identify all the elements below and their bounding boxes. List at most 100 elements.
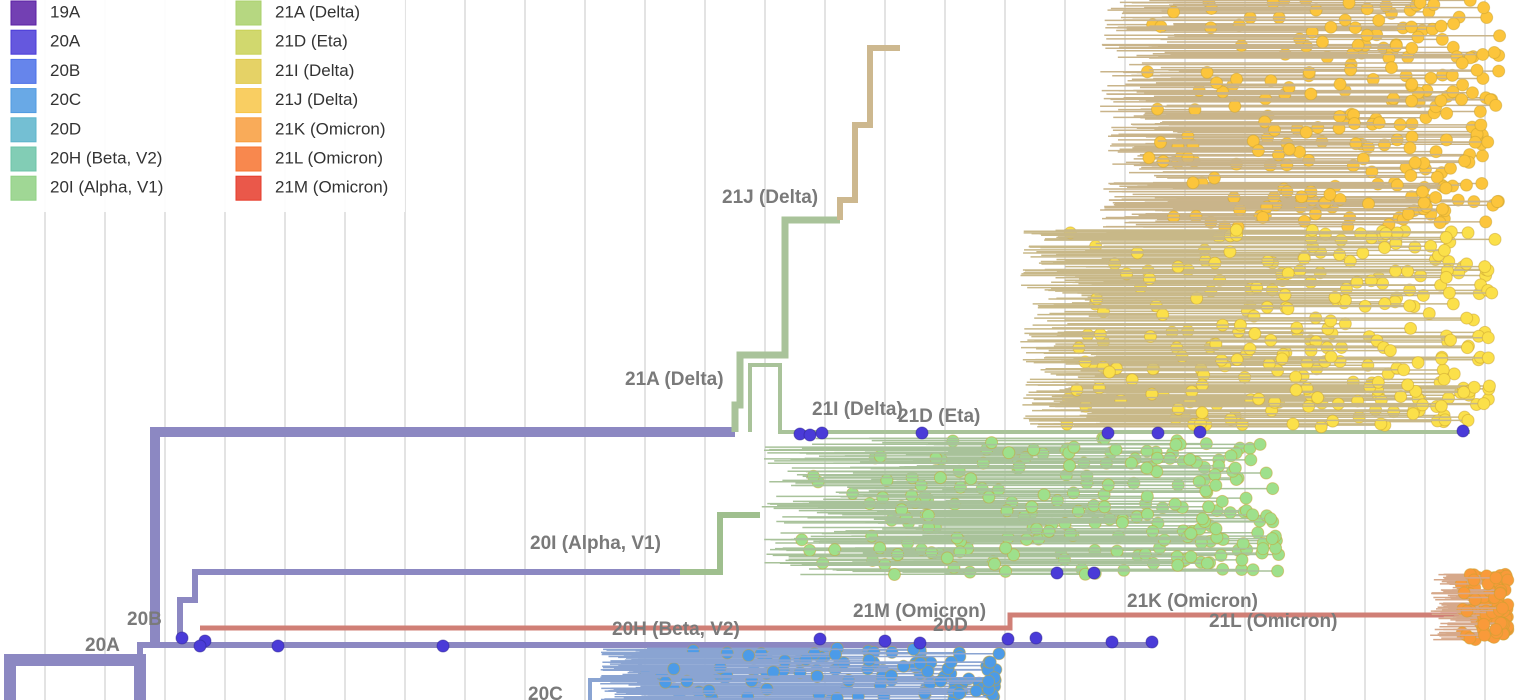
- tip: [1477, 397, 1491, 411]
- tip: [193, 639, 207, 653]
- tip: [884, 669, 898, 683]
- tip: [1442, 286, 1456, 300]
- tip: [803, 428, 817, 442]
- tip: [1413, 0, 1427, 10]
- tip: [1260, 300, 1274, 314]
- tip: [1297, 252, 1311, 266]
- tip: [1463, 0, 1477, 7]
- tip: [1429, 191, 1443, 205]
- tip: [1362, 197, 1376, 211]
- tip: [1101, 426, 1115, 440]
- tip: [1434, 19, 1448, 33]
- tip: [1224, 449, 1238, 463]
- tip: [1141, 507, 1155, 521]
- tip: [1140, 461, 1154, 475]
- tip: [925, 546, 939, 560]
- legend-swatch: [235, 88, 262, 114]
- tip: [1153, 135, 1167, 149]
- legend-label: 20H (Beta, V2): [50, 148, 162, 167]
- legend-swatch: [235, 146, 262, 172]
- tip: [969, 684, 983, 698]
- tip: [1209, 478, 1223, 492]
- tip: [1186, 176, 1200, 190]
- tip: [1406, 407, 1420, 421]
- tip: [1451, 193, 1465, 207]
- clade-label: 21D (Eta): [898, 406, 980, 427]
- tip: [1489, 571, 1503, 585]
- tip: [1334, 233, 1348, 247]
- tip: [1195, 512, 1209, 526]
- tip: [175, 631, 189, 645]
- tip: [1333, 109, 1347, 123]
- legend-label: 21M (Omicron): [275, 178, 388, 197]
- tip: [1434, 94, 1448, 108]
- clade-label: 21L (Omicron): [1209, 611, 1337, 632]
- tip: [1478, 260, 1492, 274]
- tip: [913, 656, 927, 670]
- legend-swatch: [10, 117, 37, 143]
- tip: [1315, 35, 1329, 49]
- tip: [1405, 117, 1419, 131]
- tip: [1411, 30, 1425, 44]
- tip: [1394, 390, 1408, 404]
- branch: [680, 512, 760, 575]
- tip: [1256, 210, 1270, 224]
- tip: [1208, 468, 1222, 482]
- tip: [1050, 566, 1064, 580]
- tip: [1376, 277, 1390, 291]
- tip: [436, 639, 450, 653]
- tip: [1167, 5, 1181, 19]
- clade-label: 21J (Delta): [722, 187, 818, 208]
- tip: [1184, 550, 1198, 564]
- tip: [1142, 151, 1156, 165]
- tip: [1001, 632, 1015, 646]
- legend-label: 20B: [50, 61, 80, 80]
- tip: [1435, 202, 1449, 216]
- tip: [1427, 0, 1441, 12]
- tip: [964, 472, 978, 486]
- tip: [1248, 327, 1262, 341]
- tip: [1266, 482, 1280, 496]
- tip: [815, 426, 829, 440]
- legend-swatch: [10, 175, 37, 201]
- clade-label: 20I (Alpha, V1): [530, 533, 661, 554]
- tip: [1455, 92, 1469, 106]
- tip: [1227, 191, 1241, 205]
- tip: [1228, 99, 1242, 113]
- tip: [1446, 297, 1460, 311]
- tip: [1404, 321, 1418, 335]
- tip: [1281, 302, 1295, 316]
- tip: [1443, 333, 1457, 347]
- branch: [200, 612, 1460, 631]
- branch: [748, 363, 1470, 434]
- tip: [1105, 635, 1119, 649]
- tip: [1439, 231, 1453, 245]
- tip: [1282, 142, 1296, 156]
- tip: [913, 636, 927, 650]
- tip: [963, 565, 977, 579]
- legend-swatch: [235, 58, 262, 84]
- tip: [1356, 246, 1370, 260]
- branch: [150, 427, 735, 645]
- tip: [1265, 532, 1279, 546]
- tip: [1489, 623, 1503, 637]
- tip: [1258, 115, 1272, 129]
- tip: [1326, 414, 1340, 428]
- legend-label: 21D (Eta): [275, 32, 348, 51]
- tip: [778, 654, 792, 668]
- tip: [1455, 56, 1469, 70]
- tip: [1467, 380, 1481, 394]
- tip: [1477, 617, 1491, 631]
- tip: [1151, 426, 1165, 440]
- tip: [1416, 288, 1430, 302]
- tip: [1460, 257, 1474, 271]
- tip: [1233, 318, 1247, 332]
- tip: [1458, 154, 1472, 168]
- tip: [1377, 138, 1391, 152]
- tip: [1434, 399, 1448, 413]
- tip: [985, 436, 999, 450]
- tip: [1250, 281, 1264, 295]
- tip: [1470, 63, 1484, 77]
